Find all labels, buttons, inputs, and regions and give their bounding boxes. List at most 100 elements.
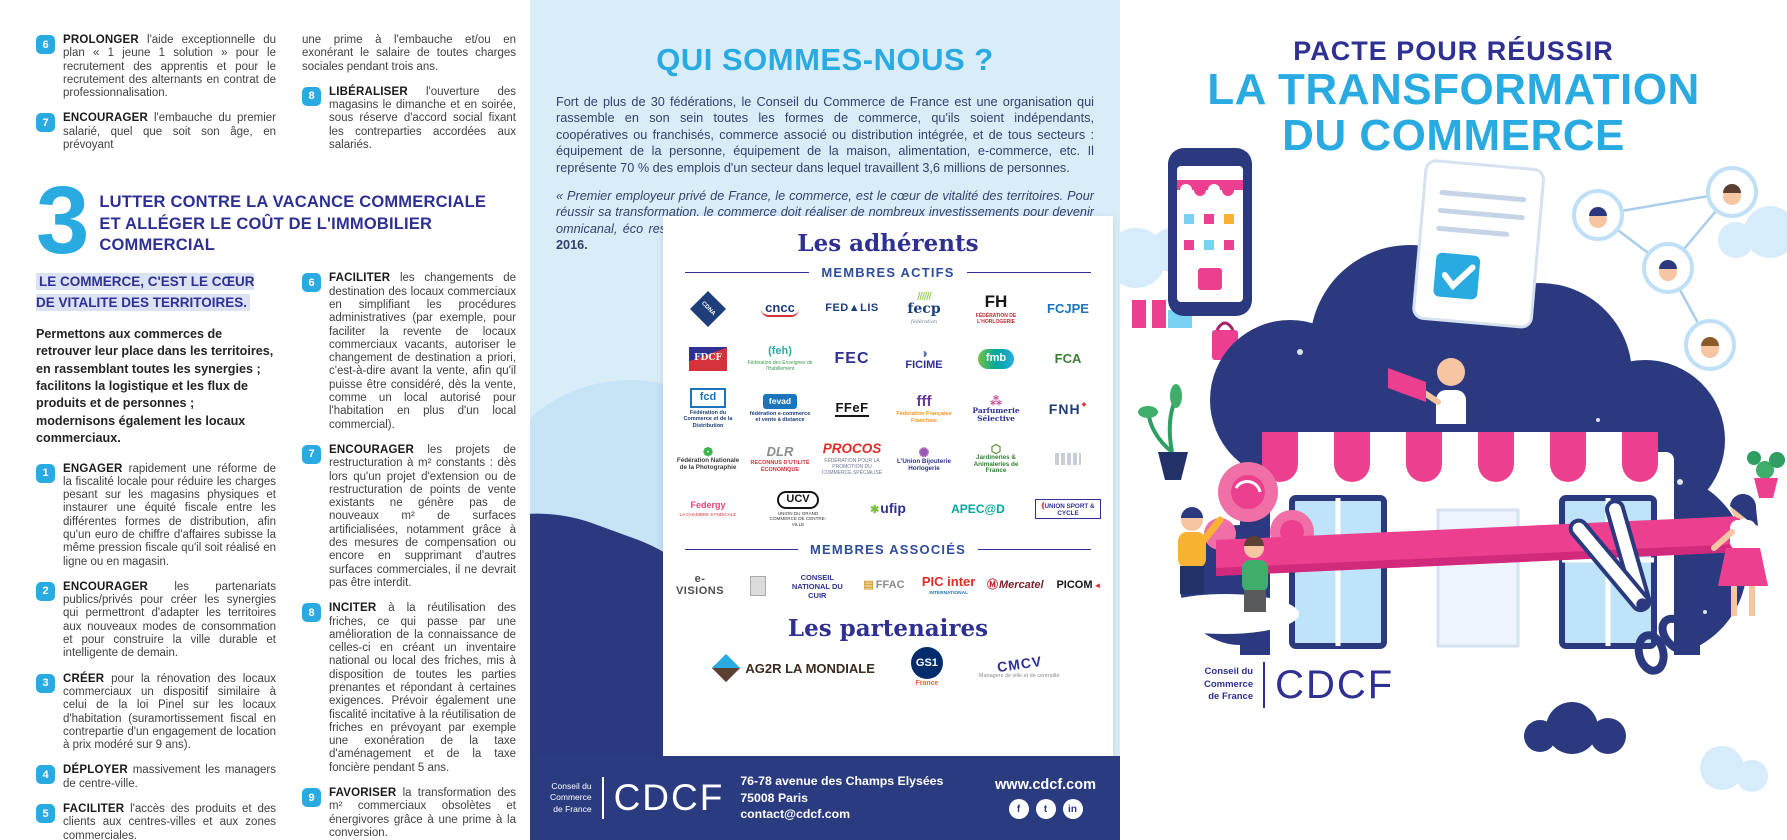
item-number-badge: 4 bbox=[36, 765, 55, 785]
logo-label: fecp bbox=[907, 293, 940, 317]
membres-actifs-divider: MEMBRES ACTIFS bbox=[685, 265, 1092, 280]
logo-row-4: Fédération Nationale de la Photographie … bbox=[663, 434, 1113, 484]
facebook-icon[interactable]: f bbox=[1008, 799, 1029, 819]
twitter-icon[interactable]: t bbox=[1035, 799, 1056, 819]
logo-label: Mercatel bbox=[987, 580, 1044, 592]
middle-page: QUI SOMMES-NOUS ? Fort de plus de 30 féd… bbox=[530, 0, 1120, 840]
logo-label: ufip bbox=[870, 501, 906, 517]
cover-illustration bbox=[1120, 148, 1787, 792]
logo-procos: PROCOS FÉDÉRATION POUR LA PROMOTION DU CO… bbox=[819, 440, 885, 476]
twitter-glyph: t bbox=[1043, 803, 1048, 815]
measure-keyword: CRÉER bbox=[63, 672, 105, 685]
logo-label: DLR bbox=[766, 443, 794, 459]
cdcf-wordmark-small: Conseil du Commerce de France bbox=[1204, 666, 1253, 703]
logo-fecp: fecp fédération bbox=[891, 293, 957, 325]
item-number-badge: 5 bbox=[36, 804, 55, 824]
logo-ucv: UCV UNION DU GRAND COMMERCE DE CENTRE-VIL… bbox=[765, 490, 831, 527]
item-number-badge: 3 bbox=[36, 673, 55, 693]
measure-item-7b: 7 ENCOURAGER les projets de restructurat… bbox=[302, 444, 516, 590]
brand-line: Conseil du bbox=[551, 781, 592, 792]
logo-pic-international: PIC inter INTERNATIONAL bbox=[920, 575, 978, 596]
top-measures-block: 6 PROLONGER l'aide exceptionnelle du pla… bbox=[36, 34, 522, 164]
brand-line: de France bbox=[553, 803, 592, 814]
logo-caption: INTERNATIONAL bbox=[929, 590, 969, 596]
light-cloud-icon bbox=[1120, 206, 1787, 792]
left-page: 6 PROLONGER l'aide exceptionnelle du pla… bbox=[0, 0, 530, 840]
logo-label: FCA bbox=[1054, 351, 1082, 367]
measure-7-continuation: une prime à l'embauche et/ou en exonéran… bbox=[302, 34, 516, 73]
measure-text: les projets de restructuration à m² cons… bbox=[329, 443, 516, 589]
divider-line bbox=[977, 549, 1091, 550]
contact-email[interactable]: contact@cdcf.com bbox=[740, 807, 851, 822]
plant-right-icon bbox=[1747, 451, 1785, 498]
logo-label: fcd bbox=[689, 388, 727, 408]
logo-label: Federgy bbox=[690, 499, 726, 510]
logo-caption: Fédération Française Franchise bbox=[896, 411, 952, 424]
logo-label: CMCV bbox=[995, 653, 1043, 676]
logo-feh: (feh) Fédération des Enseignes de l'Habil… bbox=[747, 346, 813, 372]
measure-text: rapidement une réforme de la fiscalité l… bbox=[63, 462, 276, 568]
logo-conseil-national-cuir: CONSEIL NATIONAL DU CUIR bbox=[786, 573, 848, 600]
logo-parfumerie-selective: Parfumerie Sélective bbox=[963, 395, 1029, 423]
measure-keyword: LIBÉRALISER bbox=[329, 85, 408, 98]
social-icons: f t in bbox=[995, 799, 1096, 819]
section-3-heading: 3 LUTTER CONTRE LA VACANCE COMMERCIALE E… bbox=[36, 167, 522, 275]
logo-label: FEC bbox=[834, 349, 870, 367]
logo-label: Parfumerie Sélective bbox=[963, 395, 1029, 423]
logo-label: PROCOS bbox=[822, 440, 882, 456]
logo-label: AG2R LA MONDIALE bbox=[745, 660, 875, 676]
logo-caption: UNION DU GRAND COMMERCE DE CENTRE-VILLE bbox=[769, 510, 827, 527]
measure-item-4: 4 DÉPLOYER massivement les managers de c… bbox=[36, 764, 276, 791]
avatar-network-icon bbox=[1572, 166, 1758, 371]
item-number-badge: 8 bbox=[302, 86, 321, 106]
measure-text: la transformation des m² commerciaux obs… bbox=[329, 787, 516, 839]
logo-label: PICOM bbox=[1056, 580, 1101, 592]
logo-fcd: fcd Fédération du Commerce et de la Distr… bbox=[675, 388, 741, 429]
cover-page: PACTE POUR RÉUSSIR LA TRANSFORMATION DU … bbox=[1120, 0, 1787, 840]
logo-label: Fédération Nationale de la Photographie bbox=[675, 446, 741, 471]
measure-item-2: 2 ENCOURAGER les partenariats publics/pr… bbox=[36, 581, 276, 661]
logo-fmb: fmb bbox=[963, 349, 1029, 369]
measure-keyword: DÉPLOYER bbox=[63, 764, 128, 777]
membres-actifs-label: MEMBRES ACTIFS bbox=[821, 265, 955, 280]
measure-text: les partenariats publics/privés pour cré… bbox=[63, 580, 276, 660]
divider-line bbox=[966, 272, 1092, 273]
linkedin-icon[interactable]: in bbox=[1062, 799, 1083, 819]
measure-text: les changements de destination des locau… bbox=[329, 272, 516, 431]
measure-item-3: 3 CRÉER pour la rénovation des locaux co… bbox=[36, 673, 276, 753]
logo-label: APEC@D bbox=[951, 501, 1005, 516]
logo-engraving bbox=[738, 576, 778, 596]
brand-line: Commerce bbox=[1204, 678, 1254, 690]
logo-union-bijouterie-horlogerie: L'Union Bijouterie Horlogerie bbox=[891, 446, 957, 472]
logo-member-small bbox=[1035, 453, 1101, 466]
logo-federation-photographie: Fédération Nationale de la Photographie bbox=[675, 446, 741, 471]
logo-cmcv: CMCV Managers de ville et de centralité bbox=[979, 653, 1060, 680]
website-url[interactable]: www.cdcf.com bbox=[995, 777, 1096, 793]
logo-label bbox=[749, 576, 766, 596]
section-title: LUTTER CONTRE LA VACANCE COMMERCIALE ET … bbox=[99, 192, 522, 256]
logo-label: PIC inter bbox=[921, 574, 976, 590]
cover-title-line3: DU COMMERCE bbox=[1282, 110, 1625, 160]
logo-label: fevad bbox=[762, 393, 798, 409]
measure-keyword: ENCOURAGER bbox=[63, 112, 149, 125]
logo-fedalis: FED▲LIS bbox=[819, 303, 885, 315]
scissors-icon bbox=[1568, 499, 1697, 675]
measure-item-9: 9 FAVORISER la transformation des m² com… bbox=[302, 787, 516, 840]
measure-text: l'embauche du premier salarié, quel que … bbox=[63, 112, 276, 152]
measure-item-8b: 8 INCITER à la réutilisation des friches… bbox=[302, 602, 516, 775]
brand-divider bbox=[1263, 662, 1266, 708]
divider-line bbox=[685, 272, 810, 273]
adherents-title: Les adhérents bbox=[797, 230, 979, 257]
measure-item-6: 6 PROLONGER l'aide exceptionnelle du pla… bbox=[36, 34, 276, 100]
measure-text: à la réutilisation des friches, ce qui p… bbox=[329, 602, 516, 774]
section-number: 3 bbox=[36, 167, 89, 275]
measure-text: l'aide exceptionnelle du plan « 1 jeune … bbox=[63, 34, 276, 100]
facebook-glyph: f bbox=[1016, 803, 1021, 815]
address-line: 76-78 avenue des Champs Elysées bbox=[740, 774, 944, 789]
logo-label: FICIME bbox=[905, 346, 942, 372]
section-intro: Permettons aux commerces de retrouver le… bbox=[36, 326, 274, 446]
logo-label: FH bbox=[984, 292, 1008, 312]
logo-label: e-VISIONS bbox=[675, 573, 725, 597]
measure-text: pour la rénovation des locaux commerciau… bbox=[63, 672, 276, 752]
logo-label: FFeF bbox=[835, 400, 869, 417]
